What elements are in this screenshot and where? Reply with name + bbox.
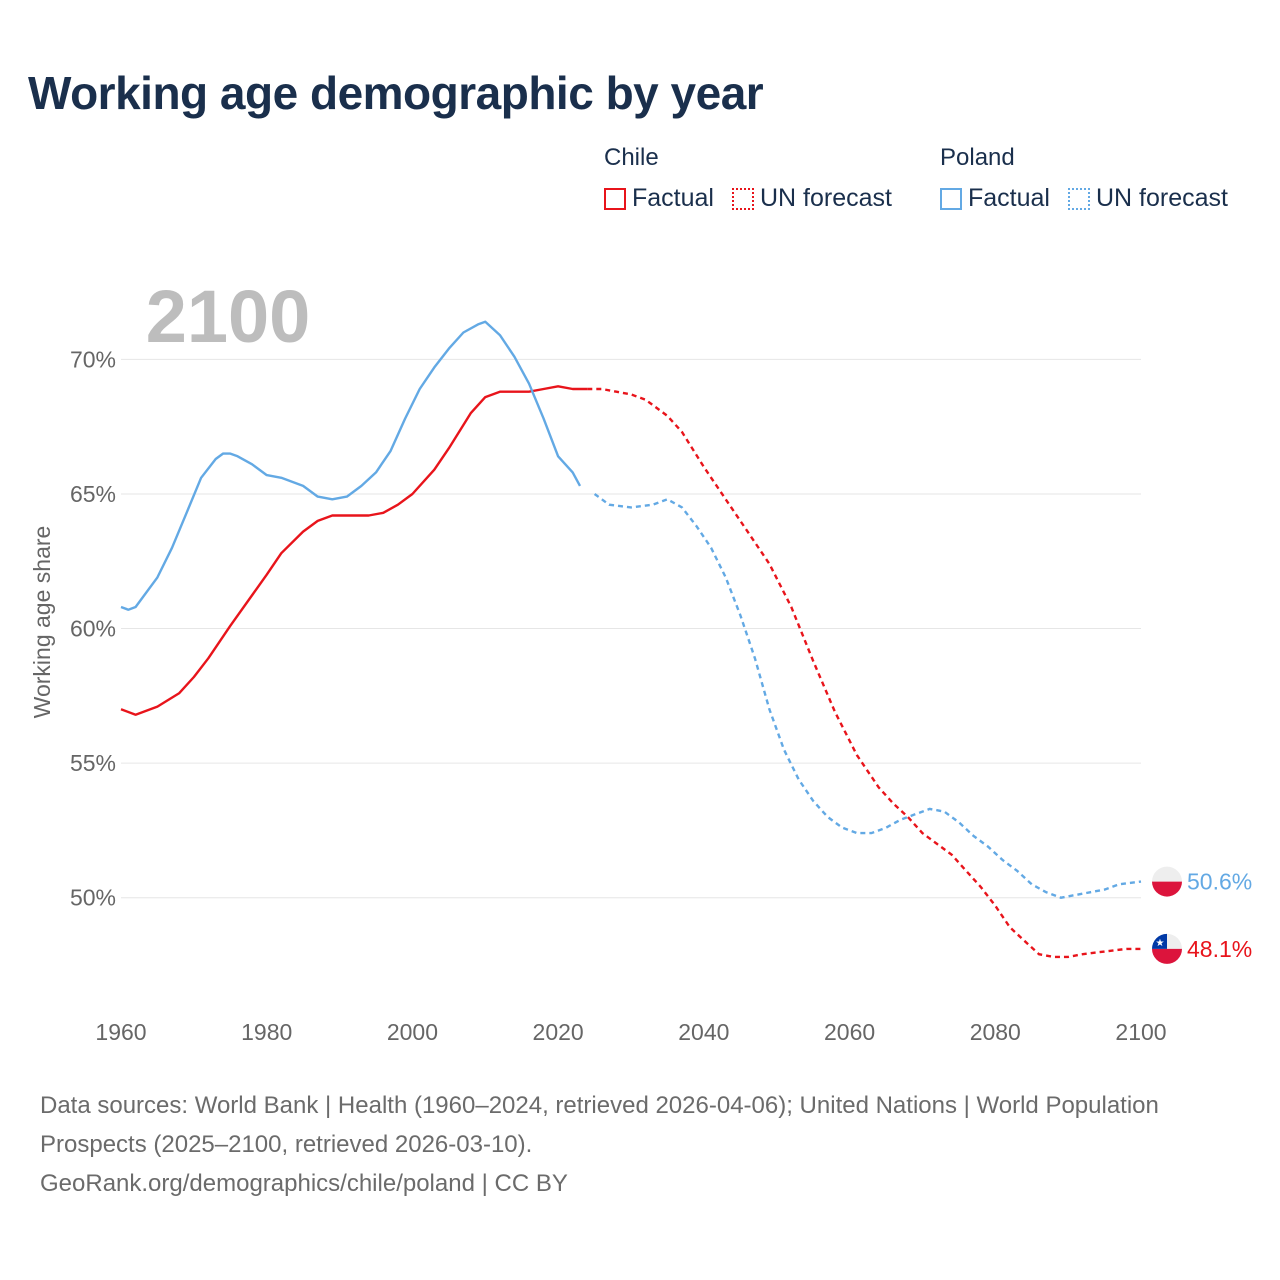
legend-swatch-dotted-icon <box>1067 187 1090 210</box>
x-tick-label: 2100 <box>1115 1019 1166 1045</box>
poland-flag-top <box>1152 866 1182 882</box>
legend-label: UN forecast <box>759 184 892 212</box>
line-chart: 2100 50% 55% 60% 65% 70% 1960 1980 2000 2020 2040 2… <box>29 275 1252 1045</box>
series-line-chile-factual <box>120 385 588 716</box>
legend-poland-title: Poland <box>940 144 1015 171</box>
series-line-chile-forecast <box>587 387 1141 959</box>
footer-attribution[interactable]: GeoRank.org/demographics/chile/poland | … <box>40 1170 568 1197</box>
y-tick-label: 50% <box>70 885 116 911</box>
y-tick-label: 55% <box>70 750 116 776</box>
legend-swatch-dotted-icon <box>731 187 754 210</box>
y-tick-label: 65% <box>70 481 116 507</box>
poland-end-label: 50.6% <box>1187 869 1252 895</box>
y-axis-label: Working age share <box>29 526 55 719</box>
x-tick-label: 2000 <box>387 1019 438 1045</box>
chart-title: Working age demographic by year <box>28 67 764 119</box>
legend-swatch-solid-icon <box>604 187 626 210</box>
chile-flag-star-icon: ★ <box>1156 938 1165 949</box>
chile-flag-canton <box>1152 933 1167 949</box>
chile-end-label: 48.1% <box>1187 936 1252 962</box>
poland-flag-bottom <box>1152 881 1182 897</box>
series-line-poland-factual <box>120 320 582 611</box>
legend-swatch-solid-icon <box>940 187 962 210</box>
x-tick-label: 2060 <box>824 1019 875 1045</box>
year-watermark: 2100 <box>146 275 311 358</box>
x-tick-label: 2040 <box>678 1019 729 1045</box>
y-tick-label: 70% <box>70 346 116 372</box>
legend-label: Factual <box>968 184 1050 212</box>
x-tick-label: 2080 <box>970 1019 1021 1045</box>
legend-label: Factual <box>632 184 714 212</box>
chile-flag-bottom <box>1152 948 1182 964</box>
legend-chile-forecast[interactable]: UN forecast <box>731 184 892 213</box>
series-line-poland-forecast <box>593 493 1142 899</box>
legend-poland: Poland Factual UN forecast <box>940 144 1228 213</box>
footer-sources: Data sources: World Bank | Health (1960–… <box>40 1092 1159 1158</box>
legend-label: UN forecast <box>1095 184 1228 212</box>
x-tick-label: 1980 <box>241 1019 292 1045</box>
legend-chile: Chile Factual UN forecast <box>604 144 892 213</box>
y-tick-label: 60% <box>70 616 116 642</box>
legend-chile-title: Chile <box>604 144 659 171</box>
x-tick-label: 1960 <box>95 1019 146 1045</box>
x-tick-label: 2020 <box>533 1019 584 1045</box>
footer: Data sources: World Bank | Health (1960–… <box>40 1086 1240 1203</box>
legend-poland-factual[interactable]: Factual <box>940 184 1050 213</box>
legend-chile-factual[interactable]: Factual <box>604 184 714 213</box>
legend-poland-forecast[interactable]: UN forecast <box>1067 184 1228 213</box>
